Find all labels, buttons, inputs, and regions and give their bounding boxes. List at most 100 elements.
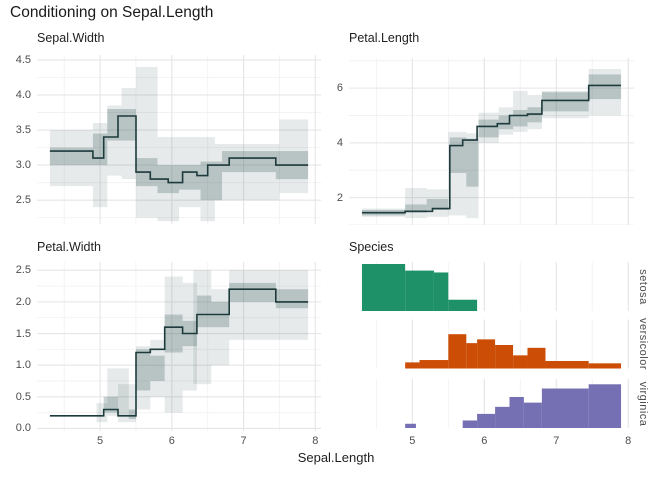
median-step-line <box>49 288 309 417</box>
confidence-band <box>49 147 93 166</box>
confidence-band <box>588 68 622 116</box>
confidence-band <box>466 138 479 187</box>
y-axis-tick-label: 1.5 <box>15 327 31 340</box>
confidence-band <box>179 165 201 190</box>
facet-strip-label-versicolor: versicolor <box>637 317 649 371</box>
y-axis-tick-label: 2 <box>336 191 343 204</box>
confidence-band <box>211 289 230 366</box>
confidence-band <box>449 137 467 173</box>
figure-title: Conditioning on Sepal.Length <box>10 4 214 21</box>
x-axis-tick-label: 7 <box>240 435 247 447</box>
confidence-band <box>527 94 542 130</box>
confidence-band <box>478 112 499 143</box>
x-axis-tick-label: 5 <box>97 435 104 447</box>
confidence-band <box>135 66 158 218</box>
confidence-band <box>128 409 136 419</box>
confidence-band <box>107 368 129 416</box>
facet-strip-label-virginica: virginica <box>637 381 649 426</box>
histogram-bar-virginica <box>462 420 478 428</box>
y-axis-tick-label: 0.0 <box>15 422 31 435</box>
confidence-band <box>182 282 197 391</box>
panel-title-sepal-width: Sepal.Width <box>37 31 105 45</box>
confidence-band <box>200 161 223 201</box>
confidence-band <box>275 289 309 309</box>
y-axis-tick-label: 2.0 <box>15 295 31 308</box>
y-axis-tick-label: 6 <box>336 82 343 95</box>
confidence-band <box>222 151 276 173</box>
histogram-bar-versicolor <box>477 339 496 369</box>
confidence-band <box>275 270 309 340</box>
histogram-bar-versicolor <box>466 343 478 369</box>
panel-title-species: Species <box>349 240 394 254</box>
x-axis-tick-label: 8 <box>625 435 632 447</box>
confidence-band <box>541 90 589 119</box>
median-step-line <box>49 115 309 184</box>
histogram-bar-virginica <box>405 423 416 428</box>
histogram-bar-virginica <box>477 413 496 428</box>
confidence-band <box>478 119 499 138</box>
confidence-band <box>135 349 151 391</box>
histogram-bar-setosa <box>448 299 478 311</box>
petal-width-plot <box>37 262 321 431</box>
confidence-band <box>541 92 589 112</box>
y-axis-tick-label: 2.5 <box>15 194 31 207</box>
confidence-band <box>513 90 528 132</box>
confidence-band <box>229 282 276 302</box>
confidence-band <box>405 204 427 213</box>
confidence-band <box>426 198 449 210</box>
histogram-bar-setosa <box>361 264 406 311</box>
y-axis-tick-label: 3.0 <box>15 159 31 172</box>
y-axis-tick-label: 3.5 <box>15 124 31 137</box>
confidence-band <box>448 131 467 216</box>
y-axis-tick-label: 4.0 <box>15 88 31 101</box>
confidence-band <box>118 384 136 423</box>
y-axis-tick-label: 1.0 <box>15 359 31 372</box>
y-axis-tick-label: 4.5 <box>15 53 31 66</box>
facet-strip-label-setosa: setosa <box>637 268 649 305</box>
x-axis-tick-label: 8 <box>312 435 319 447</box>
confidence-band <box>196 295 212 328</box>
confidence-band <box>150 355 165 381</box>
histogram-bar-versicolor <box>588 363 622 369</box>
confidence-band <box>405 188 427 219</box>
y-axis-tick-label: 4 <box>336 136 343 149</box>
histogram-bar-versicolor <box>527 347 546 369</box>
x-axis-tick-label: 6 <box>168 435 175 447</box>
confidence-band <box>164 314 183 353</box>
histogram-bar-setosa <box>405 270 434 311</box>
confidence-band <box>513 110 528 127</box>
histogram-bar-versicolor <box>513 355 528 369</box>
confidence-band <box>92 133 108 166</box>
x-axis-tick-label: 6 <box>481 435 488 447</box>
confidence-band <box>96 403 108 423</box>
histogram-bar-virginica <box>495 406 510 428</box>
x-axis-tick-label: 7 <box>553 435 560 447</box>
x-axis-tick-label: 5 <box>409 435 416 447</box>
histogram-bar-versicolor <box>545 360 589 369</box>
y-axis-tick-label: 0.5 <box>15 390 31 403</box>
confidence-band <box>164 276 183 413</box>
confidence-band <box>121 87 136 180</box>
confidence-band <box>236 144 280 201</box>
histogram-bar-virginica <box>588 384 622 428</box>
confidence-band <box>135 346 151 410</box>
confidence-band <box>279 119 309 194</box>
confidence-band <box>588 74 622 100</box>
confidence-band <box>466 133 479 219</box>
histogram-bar-virginica <box>523 402 542 428</box>
confidence-band <box>107 108 136 141</box>
panel-title-petal-length: Petal.Length <box>349 31 420 45</box>
histogram-bar-versicolor <box>495 345 514 369</box>
histogram-bar-versicolor <box>448 334 467 369</box>
median-step-line <box>362 84 621 214</box>
species-histogram-plot <box>361 262 629 428</box>
panel-title-petal-width: Petal.Width <box>37 240 101 254</box>
confidence-band <box>103 396 119 413</box>
confidence-band <box>498 107 514 135</box>
confidence-band <box>150 339 165 397</box>
confidence-band <box>49 130 93 187</box>
x-axis-title: Sepal.Length <box>297 450 375 465</box>
sepal-width-plot <box>37 55 321 224</box>
histogram-bar-versicolor <box>419 360 449 369</box>
